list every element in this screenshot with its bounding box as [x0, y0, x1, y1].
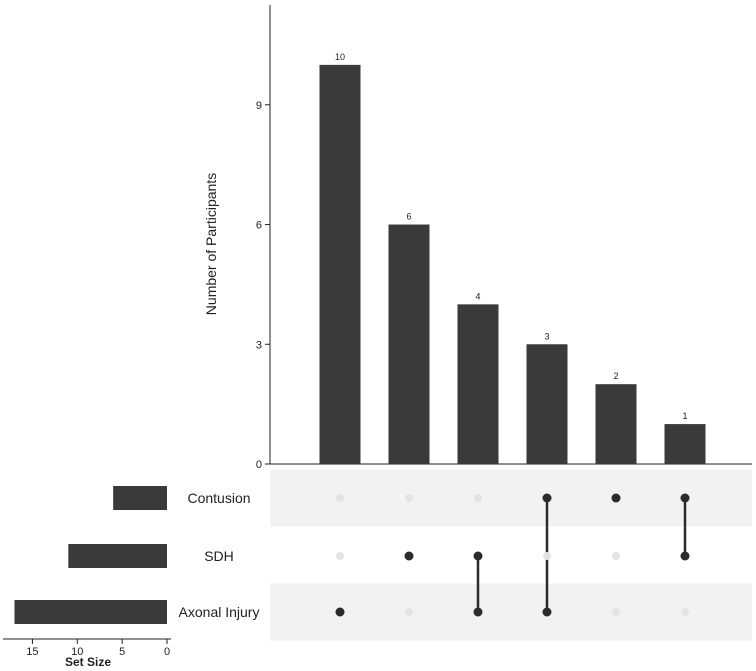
intersection-bar [388, 224, 430, 464]
matrix-dot-inactive [405, 608, 413, 616]
intersection-bar [526, 344, 568, 464]
matrix-dot-active [473, 607, 483, 617]
intersection-bar-label: 1 [682, 411, 687, 421]
set-size-bar [113, 486, 167, 510]
intersection-bar-labels: 10 6 4 3 2 1 [335, 52, 688, 421]
matrix-dot-inactive [405, 494, 413, 502]
intersection-bar-label: 6 [406, 212, 411, 222]
matrix-dot-inactive [336, 494, 344, 502]
y-tick-label: 9 [256, 100, 262, 112]
set-size-tick-label: 5 [119, 646, 125, 658]
set-size-axis: 15 10 5 0 [3, 638, 171, 658]
matrix-dot-active [542, 493, 552, 503]
matrix-dot-inactive [612, 552, 620, 560]
set-size-tick-label: 0 [164, 646, 170, 658]
set-names: Contusion SDH Axonal Injury [179, 490, 260, 620]
set-size-tick-label: 10 [71, 646, 83, 658]
intersection-bars [319, 64, 706, 464]
intersection-matrix [335, 493, 690, 617]
y-axis-title: Number of Participants [203, 173, 219, 315]
y-ticks: 0 3 6 9 [256, 100, 270, 471]
y-tick-label: 0 [256, 459, 262, 471]
y-tick-label: 6 [256, 220, 262, 232]
matrix-dot-active [335, 607, 345, 617]
matrix-dot-inactive [474, 494, 482, 502]
intersection-bar-label: 2 [613, 371, 618, 381]
intersection-bar-label: 10 [335, 52, 345, 62]
matrix-dot-inactive [681, 608, 689, 616]
set-size-tick-label: 15 [26, 646, 38, 658]
intersection-bar [664, 424, 706, 464]
matrix-row-stripe [270, 469, 752, 527]
set-name: Contusion [187, 490, 250, 506]
matrix-dot-active [680, 551, 690, 561]
set-size-bar [14, 600, 167, 624]
matrix-dot-active [404, 551, 414, 561]
matrix-stripes [270, 469, 752, 641]
matrix-dot-inactive [336, 552, 344, 560]
matrix-dot-active [542, 607, 552, 617]
intersection-bar [319, 64, 361, 464]
intersection-bar [457, 304, 499, 464]
set-name: SDH [204, 548, 234, 564]
matrix-row-stripe [270, 583, 752, 641]
intersection-bar [595, 384, 637, 464]
matrix-dot-active [680, 493, 690, 503]
intersection-bar-label: 3 [544, 331, 549, 341]
matrix-dot-inactive [612, 608, 620, 616]
set-name: Axonal Injury [179, 604, 260, 620]
intersection-bar-label: 4 [475, 291, 480, 301]
matrix-dot-active [473, 551, 483, 561]
matrix-dot-inactive [543, 552, 551, 560]
matrix-dot-active [611, 493, 621, 503]
set-size-bar [68, 544, 167, 568]
set-size-bars [14, 486, 167, 624]
set-size-title: Set Size [65, 655, 111, 669]
y-tick-label: 3 [256, 339, 262, 351]
